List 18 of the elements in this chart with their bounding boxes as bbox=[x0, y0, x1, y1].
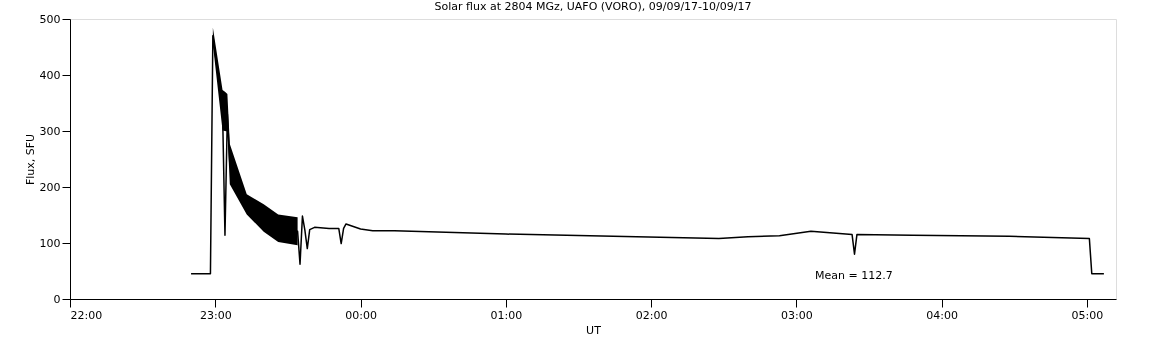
x-tick-label: 03:00 bbox=[781, 308, 813, 322]
x-tick-label: 23:00 bbox=[199, 308, 232, 322]
x-axis-title: UT bbox=[586, 323, 602, 337]
y-axis-title: Flux, SFU bbox=[23, 133, 37, 186]
x-tick-label: 04:00 bbox=[926, 308, 959, 322]
x-tick-label: 05:00 bbox=[1071, 308, 1104, 322]
x-tick-label: 22:00 bbox=[70, 308, 103, 322]
y-tick-label: 400 bbox=[39, 68, 61, 82]
y-tick-label: 200 bbox=[39, 180, 61, 194]
chart-title: Solar flux at 2804 MGz, UAFO (VORO), 09/09/17-10/09/17 bbox=[434, 0, 752, 13]
y-tick-label: 300 bbox=[39, 124, 61, 138]
x-tick-label: 01:00 bbox=[490, 308, 523, 322]
y-tick-label: 100 bbox=[39, 236, 61, 250]
y-tick-label: 0 bbox=[53, 292, 61, 306]
annotation: Mean = 112.7 bbox=[815, 269, 893, 282]
y-tick-label: 500 bbox=[39, 12, 61, 26]
x-tick-label: 02:00 bbox=[635, 308, 668, 322]
x-tick-label: 00:00 bbox=[345, 308, 377, 322]
